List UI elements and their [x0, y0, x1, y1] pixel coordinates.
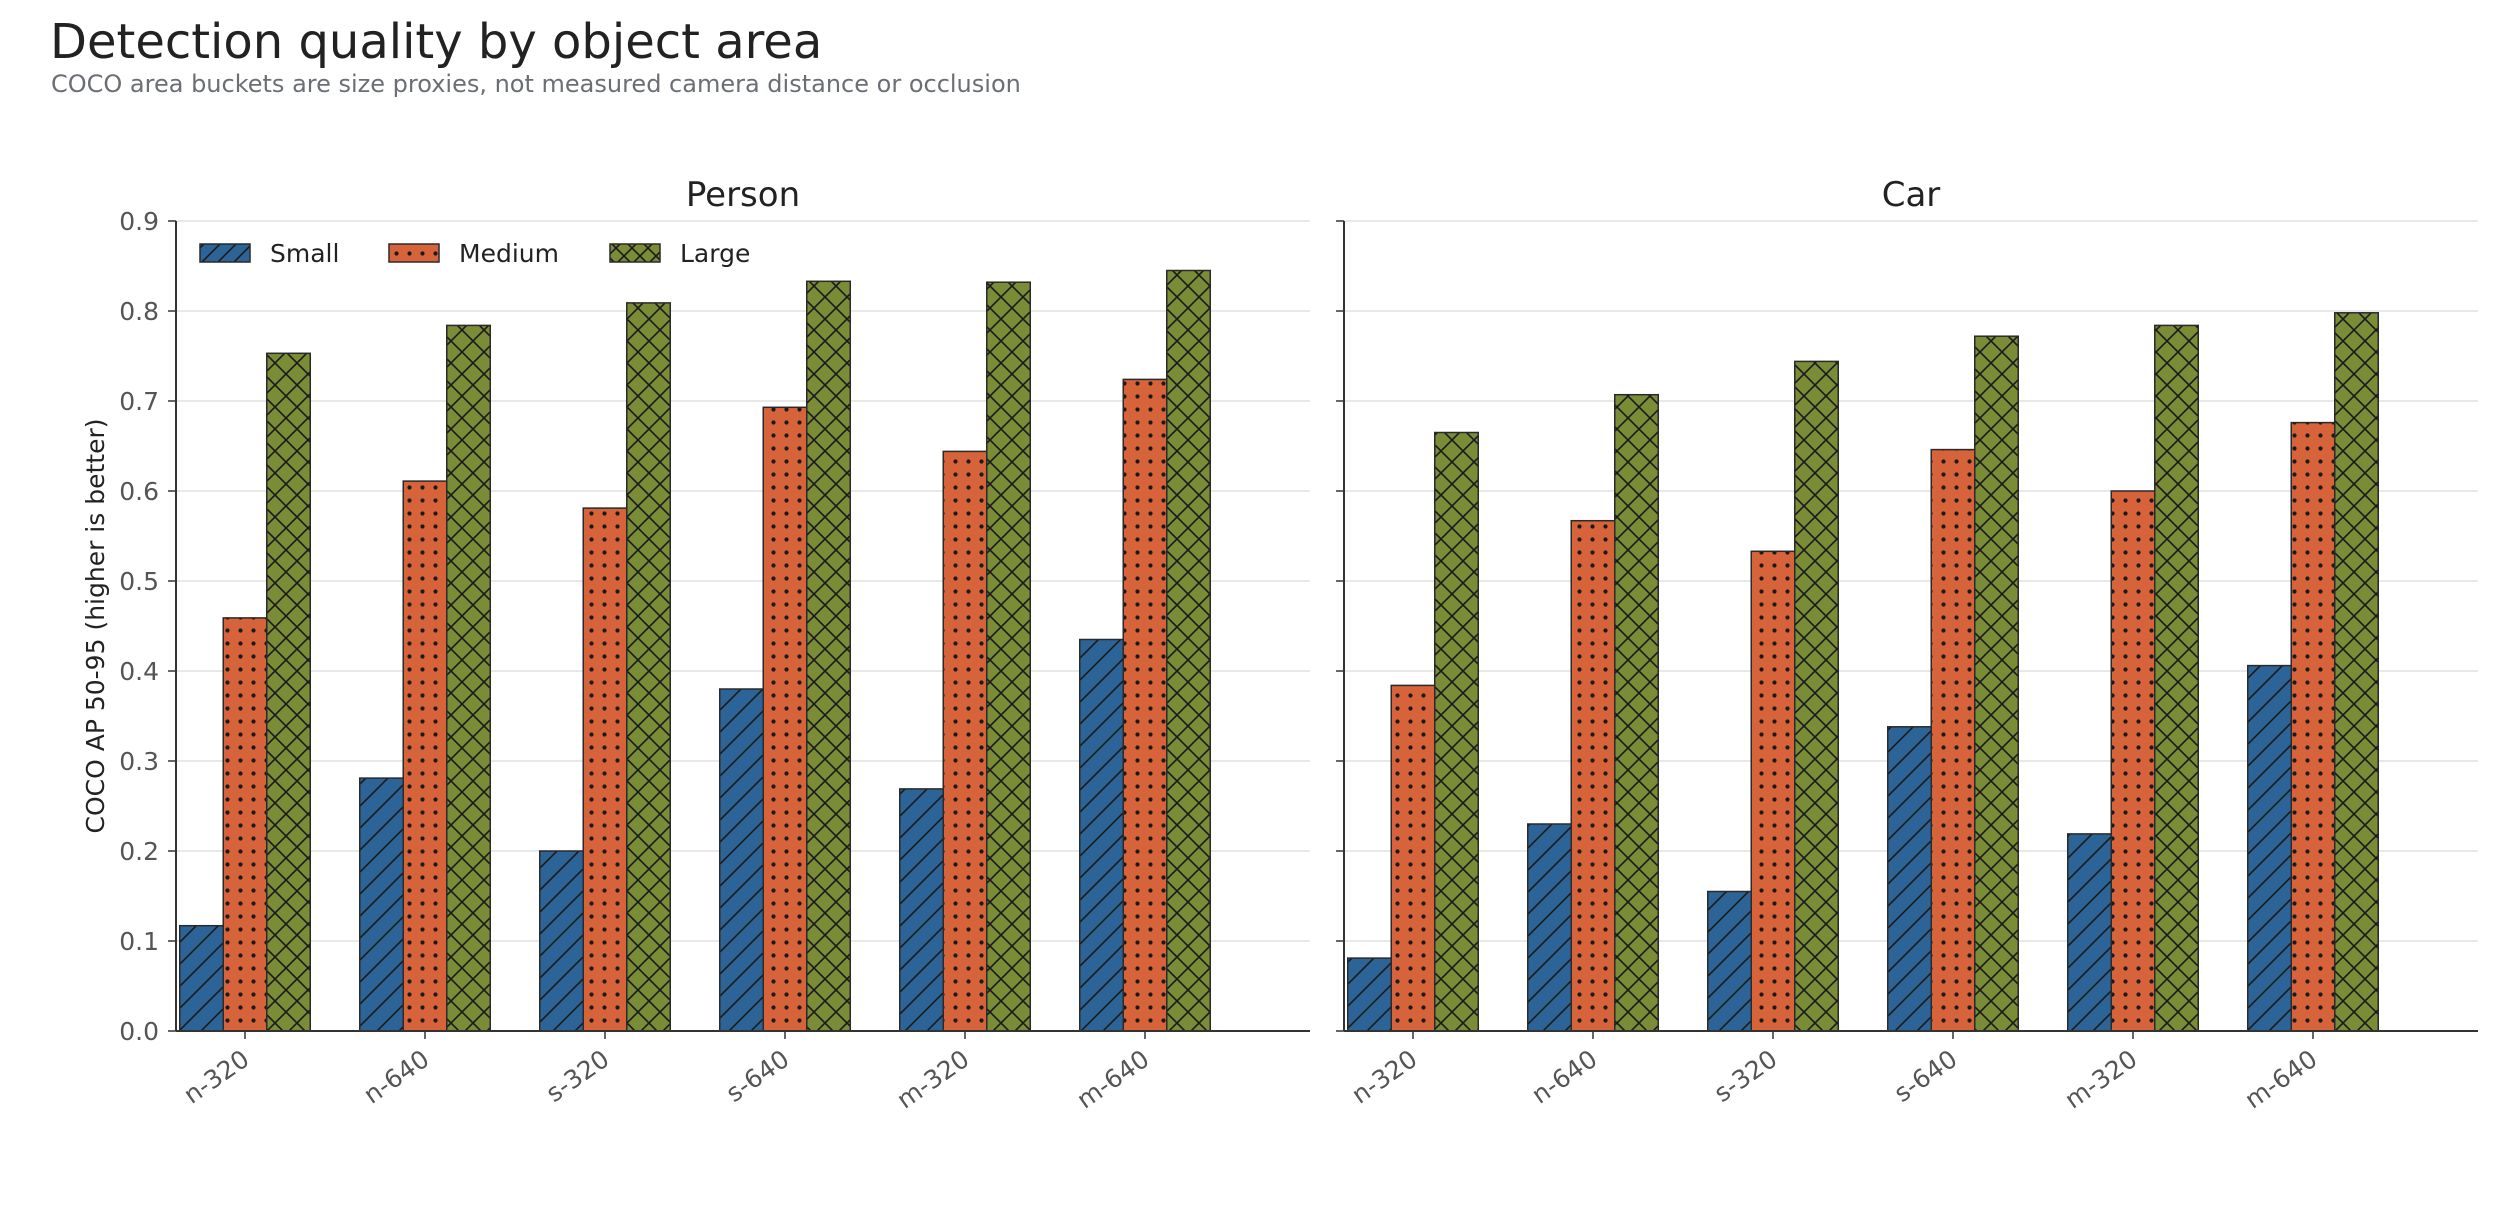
y-tick-label: 0.3 — [119, 747, 159, 776]
bar-medium-m-320 — [942, 450, 988, 1032]
bar-small-s-320 — [1707, 890, 1752, 1032]
bar-medium-m-320 — [2110, 490, 2156, 1032]
chart-subtitle: COCO area buckets are size proxies, not … — [51, 70, 1021, 98]
y-tick-labels: 0.0 0.1 0.2 0.3 0.4 0.5 0.6 0.7 0.8 0.9 — [119, 207, 159, 1046]
chart-title: Detection quality by object area — [50, 14, 823, 70]
bars — [1347, 312, 2379, 1032]
panel-title: Person — [686, 175, 800, 215]
axes — [168, 220, 1310, 1039]
bar-medium-s-320 — [582, 507, 628, 1032]
x-tick-label: s-320 — [541, 1044, 615, 1108]
bar-medium-m-640 — [2290, 421, 2336, 1032]
bar-small-m-320 — [2067, 833, 2112, 1032]
bar-medium-n-320 — [222, 617, 268, 1032]
bar-large-m-640 — [2334, 312, 2379, 1032]
x-tick-label: n-320 — [178, 1044, 254, 1109]
bar-small-s-640 — [719, 688, 764, 1032]
y-tick-label: 0.2 — [119, 837, 159, 866]
bar-large-n-320 — [1434, 431, 1479, 1032]
bar-medium-m-640 — [1122, 378, 1168, 1032]
legend-label-large: Large — [680, 239, 750, 268]
legend-swatch-large — [609, 243, 661, 263]
axes — [1336, 220, 2478, 1039]
bar-small-n-640 — [1527, 823, 1572, 1032]
x-tick-labels: n-320 n-640 s-320 s-640 m-320 m-640 — [1346, 1044, 2322, 1114]
legend-label-small: Small — [270, 239, 339, 268]
y-tick-label: 0.6 — [119, 477, 159, 506]
x-tick-labels: n-320 n-640 s-320 s-640 m-320 m-640 — [178, 1044, 1154, 1114]
x-tick-label: s-640 — [721, 1044, 795, 1108]
legend: Small Medium Large — [199, 239, 750, 268]
y-axis-label: COCO AP 50-95 (higher is better) — [81, 419, 110, 834]
bar-large-n-640 — [1614, 393, 1659, 1032]
legend-label-medium: Medium — [459, 239, 559, 268]
bar-small-s-320 — [539, 850, 584, 1032]
bar-large-m-320 — [986, 281, 1031, 1032]
y-tick-label: 0.0 — [119, 1017, 159, 1046]
bar-large-n-640 — [446, 324, 491, 1032]
x-tick-label: s-320 — [1709, 1044, 1783, 1108]
bar-medium-s-640 — [1930, 448, 1976, 1032]
y-tick-label: 0.1 — [119, 927, 159, 956]
bar-small-m-640 — [2247, 664, 2292, 1032]
x-tick-label: m-640 — [2239, 1044, 2322, 1114]
x-tick-label: s-640 — [1889, 1044, 1963, 1108]
bar-medium-n-640 — [402, 480, 448, 1032]
x-tick-label: n-640 — [1526, 1044, 1602, 1109]
panel-car: n-320 n-640 s-320 s-640 m-320 m-640 Car — [1336, 175, 2478, 1114]
bar-medium-s-320 — [1750, 550, 1796, 1032]
y-tick-label: 0.8 — [119, 297, 159, 326]
y-tick-label: 0.7 — [119, 387, 159, 416]
bar-medium-n-320 — [1390, 684, 1436, 1032]
panel-title: Car — [1882, 175, 1941, 215]
bar-small-m-640 — [1079, 638, 1124, 1032]
bar-large-n-320 — [266, 352, 311, 1032]
y-tick-label: 0.4 — [119, 657, 159, 686]
bar-small-n-320 — [1347, 957, 1392, 1032]
bar-large-m-640 — [1166, 269, 1211, 1032]
bar-large-s-320 — [1794, 360, 1839, 1032]
legend-swatch-medium — [388, 243, 440, 263]
bar-medium-n-640 — [1570, 519, 1616, 1032]
bar-small-n-640 — [359, 777, 404, 1032]
panel-person: 0.0 0.1 0.2 0.3 0.4 0.5 0.6 0.7 0.8 0.9 n-320 n-64… — [81, 175, 1310, 1114]
bar-large-s-320 — [626, 302, 671, 1032]
x-tick-label: n-320 — [1346, 1044, 1422, 1109]
bar-medium-s-640 — [762, 406, 808, 1032]
bar-large-s-640 — [806, 280, 851, 1032]
bar-large-s-640 — [1974, 335, 2019, 1032]
y-tick-label: 0.9 — [119, 207, 159, 236]
bar-small-n-320 — [179, 924, 224, 1032]
bars — [179, 269, 1211, 1032]
bar-large-m-320 — [2154, 324, 2199, 1032]
bar-small-s-640 — [1887, 726, 1932, 1032]
x-tick-label: m-320 — [891, 1044, 974, 1114]
x-tick-label: m-320 — [2059, 1044, 2142, 1114]
x-tick-label: m-640 — [1071, 1044, 1154, 1114]
y-tick-label: 0.5 — [119, 567, 159, 596]
x-tick-label: n-640 — [358, 1044, 434, 1109]
bar-small-m-320 — [899, 788, 944, 1032]
legend-swatch-small — [199, 243, 251, 263]
